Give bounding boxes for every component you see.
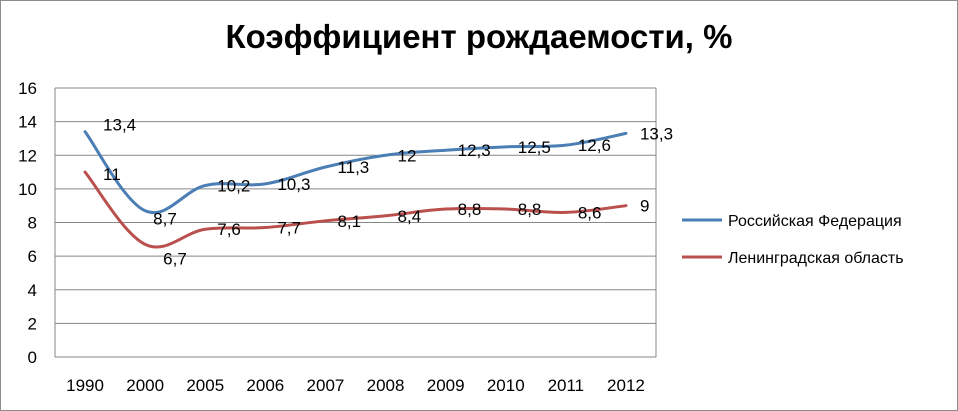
x-tick-label: 2008: [367, 376, 405, 395]
data-label: 11,3: [337, 158, 369, 177]
series-line: [83, 130, 628, 215]
data-label: 6,7: [163, 249, 187, 268]
x-tick-label: 2010: [487, 376, 525, 395]
legend-label: Российская Федерация: [728, 213, 902, 230]
series-line: [83, 170, 628, 249]
data-label: 13,3: [640, 124, 673, 143]
data-label: 9: [640, 197, 649, 216]
x-tick-label: 1990: [66, 376, 104, 395]
data-label: 12,5: [518, 138, 551, 157]
data-label: 12,3: [458, 141, 491, 160]
x-tick-label: 2007: [307, 376, 345, 395]
data-label: 8,8: [518, 200, 542, 219]
data-label: 13,4: [103, 116, 136, 135]
data-label: 8,6: [578, 203, 602, 222]
y-tick-label: 0: [28, 348, 37, 367]
x-tick-label: 2012: [607, 376, 645, 395]
x-tick-label: 2011: [548, 376, 585, 395]
y-tick-label: 6: [28, 247, 37, 266]
y-tick-label: 8: [28, 214, 37, 233]
y-tick-label: 4: [28, 281, 37, 300]
data-label: 7,6: [217, 220, 241, 239]
chart-title: Коэффициент рождаемости, %: [225, 18, 733, 55]
x-tick-label: 2005: [186, 376, 224, 395]
x-tick-label: 2006: [246, 376, 284, 395]
data-label: 11: [103, 165, 121, 184]
y-tick-label: 10: [18, 180, 37, 199]
x-tick-label: 2000: [126, 376, 164, 395]
x-tick-label: 2009: [427, 376, 465, 395]
y-tick-label: 2: [28, 314, 37, 333]
data-label: 8,1: [337, 212, 361, 231]
y-tick-label: 14: [18, 113, 37, 132]
data-label: 10,2: [217, 177, 250, 196]
data-label: 7,7: [277, 219, 301, 238]
data-label: 10,3: [277, 175, 310, 194]
data-label: 8,8: [458, 200, 482, 219]
data-label: 12,6: [578, 136, 611, 155]
data-label: 12: [398, 146, 417, 165]
data-label: 8,7: [153, 210, 177, 229]
y-tick-label: 16: [18, 79, 37, 98]
y-tick-label: 12: [18, 146, 37, 165]
data-label: 8,4: [398, 207, 422, 226]
legend-label: Ленинградская область: [728, 250, 904, 267]
